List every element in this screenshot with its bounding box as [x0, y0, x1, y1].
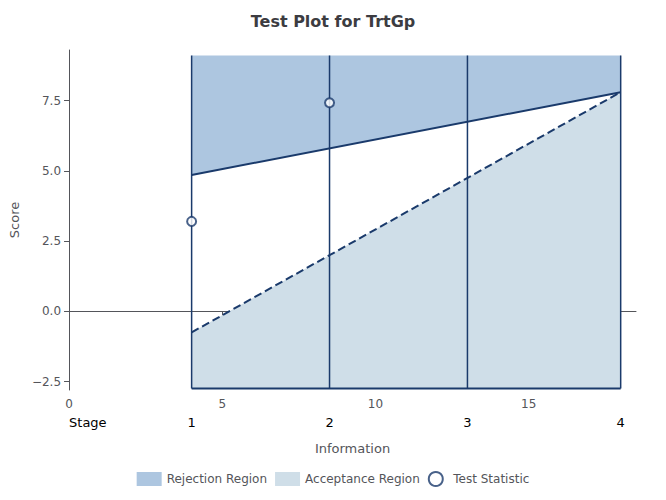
svg-text:15: 15: [521, 397, 536, 411]
svg-text:4: 4: [617, 415, 625, 430]
svg-text:3: 3: [463, 415, 471, 430]
svg-text:0.0: 0.0: [42, 304, 61, 318]
svg-text:5: 5: [218, 397, 226, 411]
svg-text:5.0: 5.0: [42, 164, 61, 178]
svg-text:Acceptance Region: Acceptance Region: [305, 472, 420, 486]
svg-text:Stage: Stage: [69, 415, 107, 430]
svg-text:Score: Score: [7, 202, 22, 238]
svg-text:0: 0: [65, 397, 73, 411]
svg-text:Rejection Region: Rejection Region: [167, 472, 267, 486]
svg-text:−2.5: −2.5: [32, 375, 61, 389]
svg-text:Test Statistic: Test Statistic: [452, 472, 529, 486]
svg-text:2.5: 2.5: [42, 234, 61, 248]
svg-text:10: 10: [368, 397, 383, 411]
svg-text:Test Plot for TrtGp: Test Plot for TrtGp: [251, 12, 416, 31]
svg-text:Information: Information: [315, 441, 390, 456]
svg-text:2: 2: [325, 415, 333, 430]
svg-text:1: 1: [187, 415, 195, 430]
svg-text:7.5: 7.5: [42, 94, 61, 108]
